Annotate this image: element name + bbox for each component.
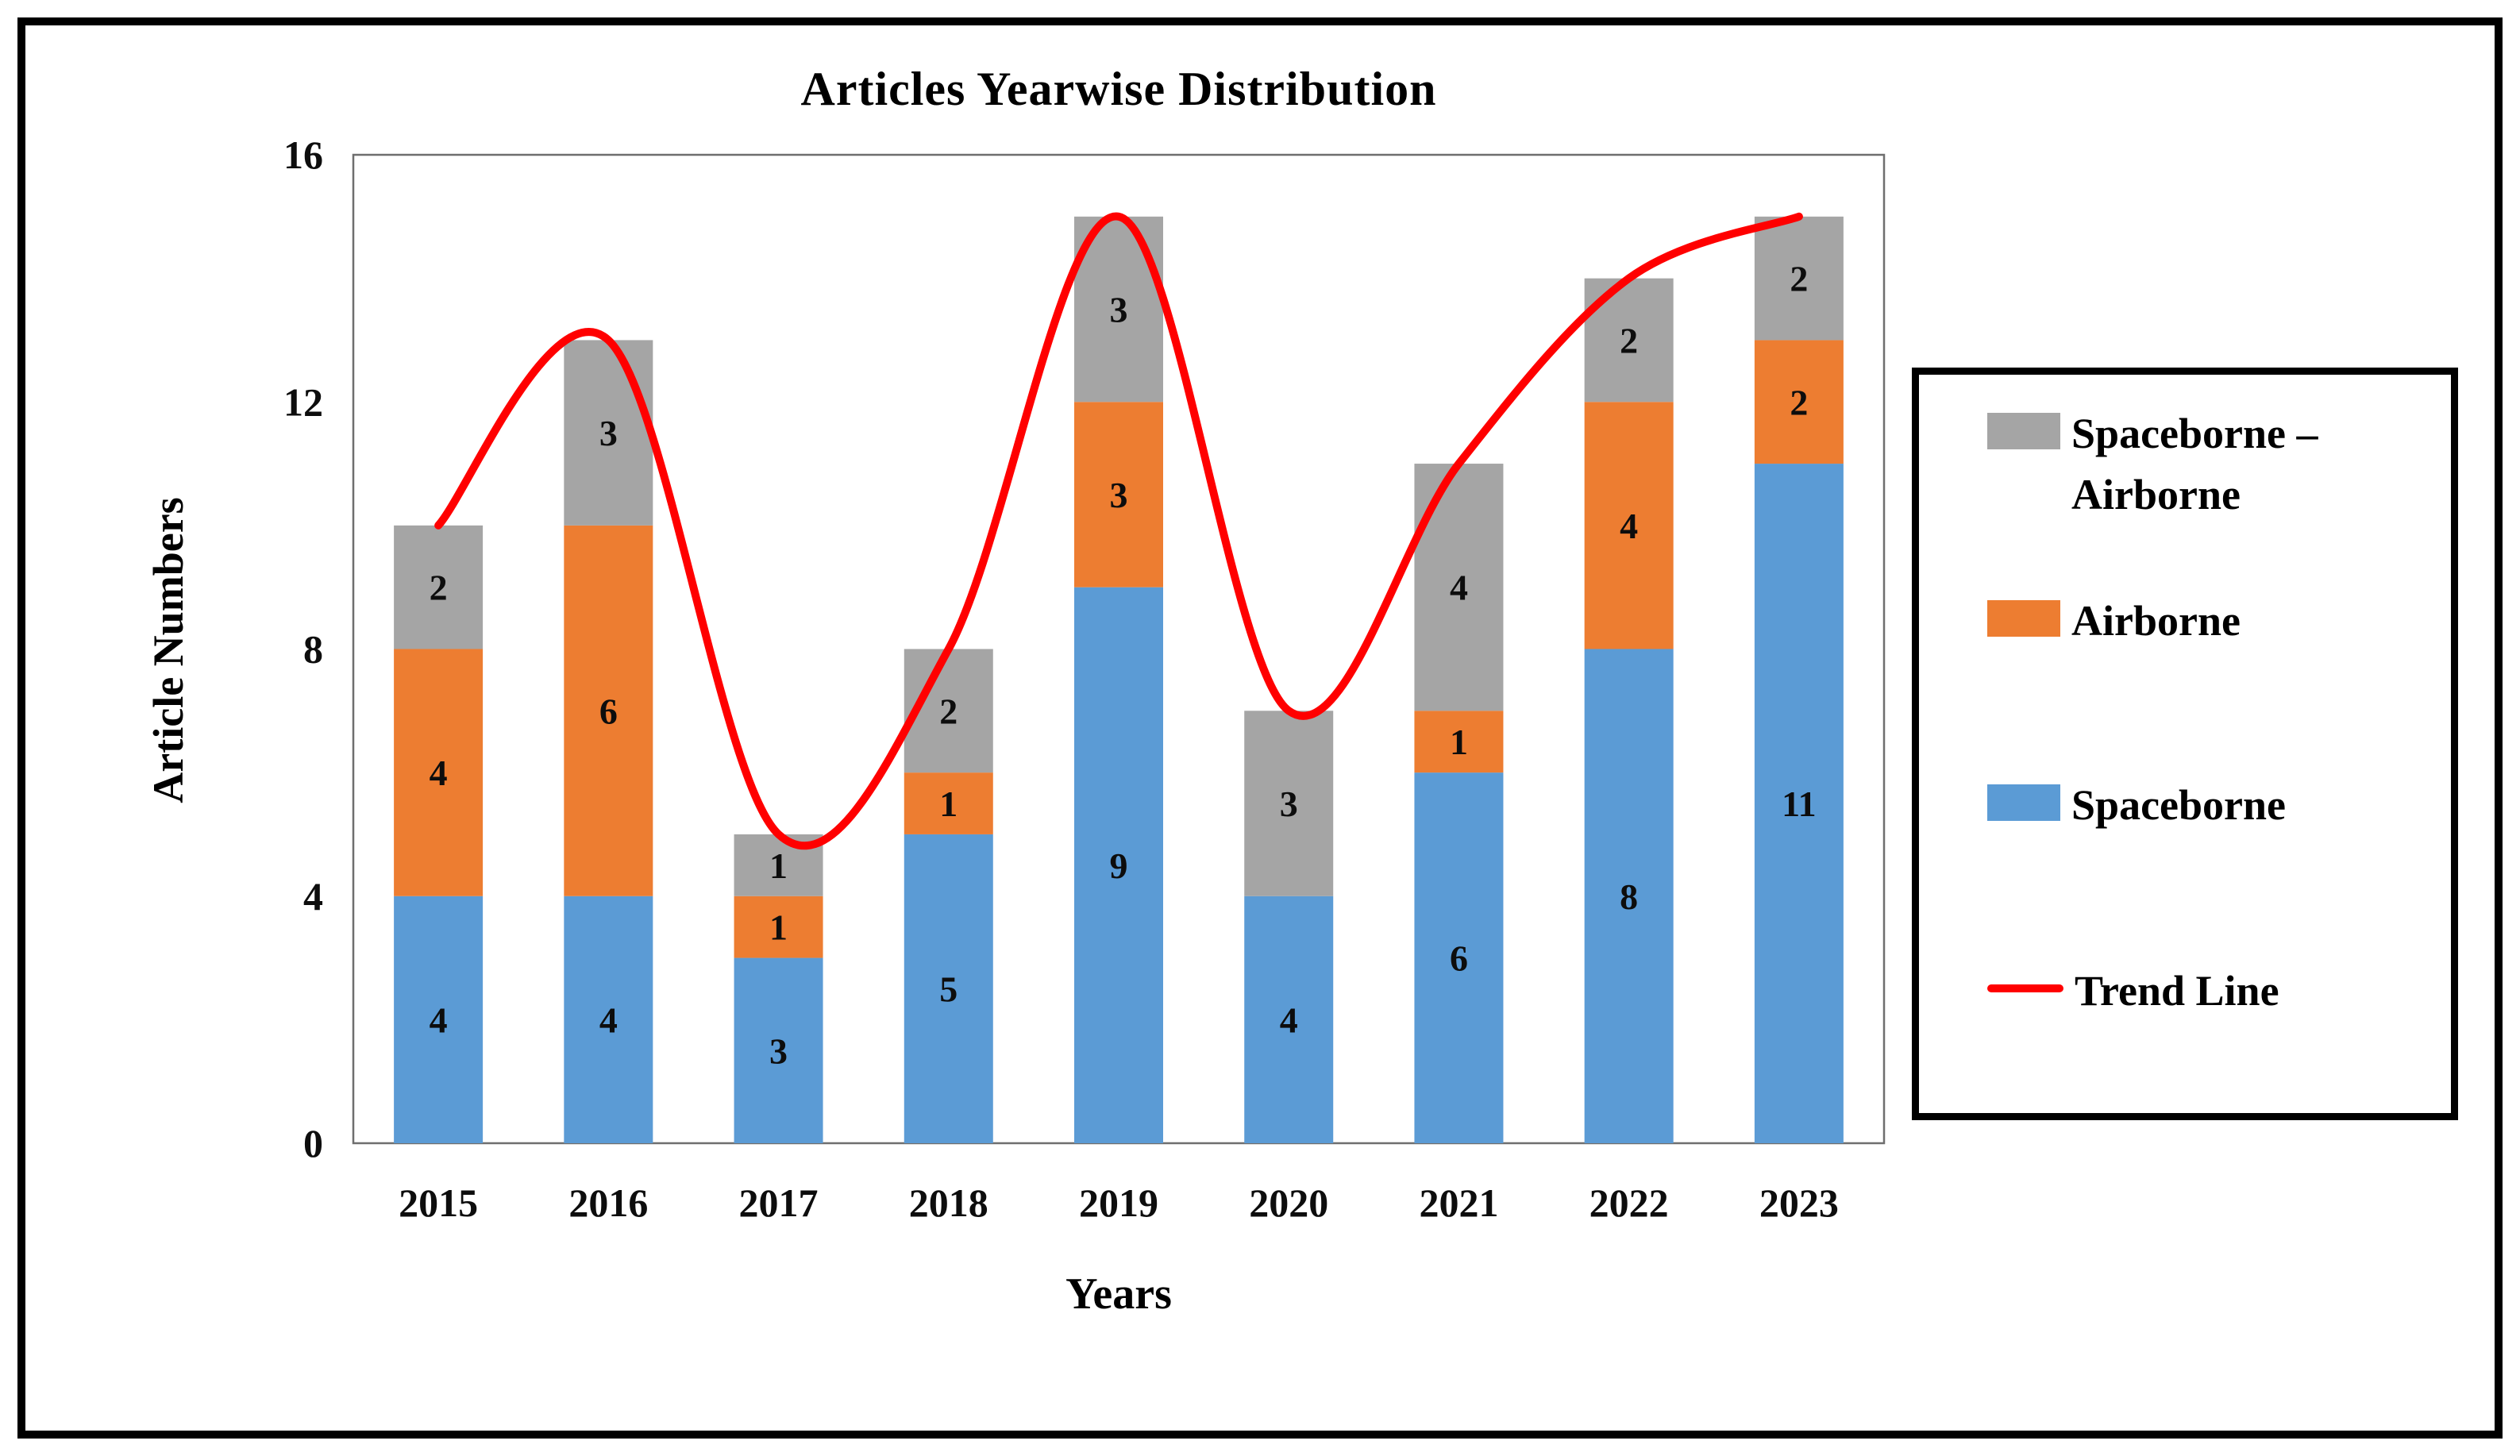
bar-value-label: 3: [1110, 475, 1128, 515]
legend-swatch-spaceborne-airborne: [1987, 413, 2060, 449]
bar-segment-airborne-2023: [1754, 340, 1844, 464]
bar-value-label: 4: [430, 1000, 448, 1040]
legend: Spaceborne – Airborne Airborne Spaceborn…: [1912, 368, 2458, 1120]
bar-segment-airborne-2015: [394, 649, 484, 896]
bar-segment-spaceborne-2019: [1074, 587, 1163, 1143]
bar-value-label: 2: [1790, 382, 1808, 422]
bar-value-label: 1: [939, 784, 958, 824]
y-tick-label: 12: [283, 379, 323, 424]
chart-title: Articles Yearwise Distribution: [800, 63, 1437, 115]
bar-segment-airborne-2022: [1584, 402, 1674, 649]
bar-segment-airborne-2016: [564, 525, 653, 896]
bar-value-label: 1: [769, 845, 788, 886]
bar-value-label: 1: [769, 907, 788, 948]
legend-label-line: Spaceborne: [2071, 781, 2286, 829]
bar-value-label: 6: [1450, 938, 1468, 979]
bar-value-label: 9: [1110, 845, 1128, 886]
bar-segment-spaceborne-2022: [1584, 649, 1674, 1143]
bar-value-label: 2: [939, 691, 958, 731]
x-tick-label: 2015: [399, 1181, 478, 1225]
bar-value-label: 3: [769, 1030, 788, 1071]
bar-segment-spaceborne-airborne-2015: [394, 525, 484, 649]
trend-line: [434, 212, 1803, 850]
bar-segment-spaceborne-airborne-2023: [1754, 216, 1844, 341]
bar-segment-spaceborne-2018: [904, 834, 993, 1143]
y-tick-label: 16: [283, 133, 323, 177]
y-tick-label: 4: [303, 874, 323, 919]
bar-segment-spaceborne-2017: [734, 957, 823, 1143]
bar-segment-airborne-2018: [904, 772, 993, 834]
y-tick-label: 8: [303, 627, 323, 672]
legend-entry-trend-line: Trend Line: [1987, 961, 2279, 1022]
bar-value-label: 4: [1620, 506, 1638, 546]
bar-value-label: 11: [1782, 784, 1816, 824]
bar-segment-spaceborne-2020: [1244, 896, 1334, 1143]
x-tick-label: 2020: [1249, 1181, 1328, 1225]
bar-segment-airborne-2017: [734, 896, 823, 958]
legend-entry-spaceborne: Spaceborne: [1987, 775, 2286, 836]
bar-value-label: 3: [599, 413, 618, 453]
x-axis-title: Years: [1065, 1269, 1172, 1319]
bar-value-label: 1: [1450, 722, 1468, 762]
bar-value-label: 4: [1280, 1000, 1298, 1040]
bar-value-label: 2: [430, 568, 448, 608]
bar-value-label: 2: [1620, 320, 1638, 360]
legend-label-line: Trend Line: [2075, 967, 2279, 1015]
bar-segment-airborne-2021: [1414, 711, 1504, 773]
bar-value-label: 3: [1110, 290, 1128, 330]
x-tick-label: 2023: [1759, 1181, 1839, 1225]
x-tick-label: 2019: [1079, 1181, 1158, 1225]
bar-value-label: 4: [1450, 568, 1468, 608]
bar-value-label: 3: [1280, 784, 1298, 824]
bar-segment-spaceborne-2023: [1754, 464, 1844, 1143]
legend-swatch-airborne: [1987, 600, 2060, 637]
bar-value-label: 2: [1790, 259, 1808, 299]
legend-label-line: Spaceborne –: [2071, 410, 2318, 457]
legend-entry-spaceborne-airborne: Spaceborne – Airborne: [1987, 403, 2318, 525]
legend-entry-airborne: Airborne: [1987, 591, 2241, 652]
bar-segment-spaceborne-airborne-2020: [1244, 711, 1334, 896]
y-tick-label: 0: [303, 1121, 323, 1165]
legend-trend-line-sample: [1987, 984, 2063, 992]
legend-swatch-spaceborne: [1987, 784, 2060, 821]
bar-value-label: 4: [430, 753, 448, 793]
bar-value-label: 4: [599, 1000, 618, 1040]
x-tick-label: 2021: [1419, 1181, 1498, 1225]
x-tick-label: 2018: [909, 1181, 988, 1225]
bar-value-label: 8: [1620, 876, 1638, 917]
bar-segment-spaceborne-2016: [564, 896, 653, 1143]
bar-value-label: 5: [939, 969, 958, 1009]
legend-label-line: Airborne: [2071, 470, 2241, 518]
x-tick-label: 2022: [1589, 1181, 1669, 1225]
bar-segment-airborne-2019: [1074, 402, 1163, 587]
bar-segment-spaceborne-2021: [1414, 772, 1504, 1143]
x-tick-label: 2016: [568, 1181, 648, 1225]
bar-segment-spaceborne-airborne-2016: [564, 340, 653, 526]
bar-segment-spaceborne-2015: [394, 896, 484, 1143]
x-tick-label: 2017: [739, 1181, 819, 1225]
legend-label-line: Airborne: [2071, 597, 2241, 645]
bar-value-label: 6: [599, 691, 618, 731]
